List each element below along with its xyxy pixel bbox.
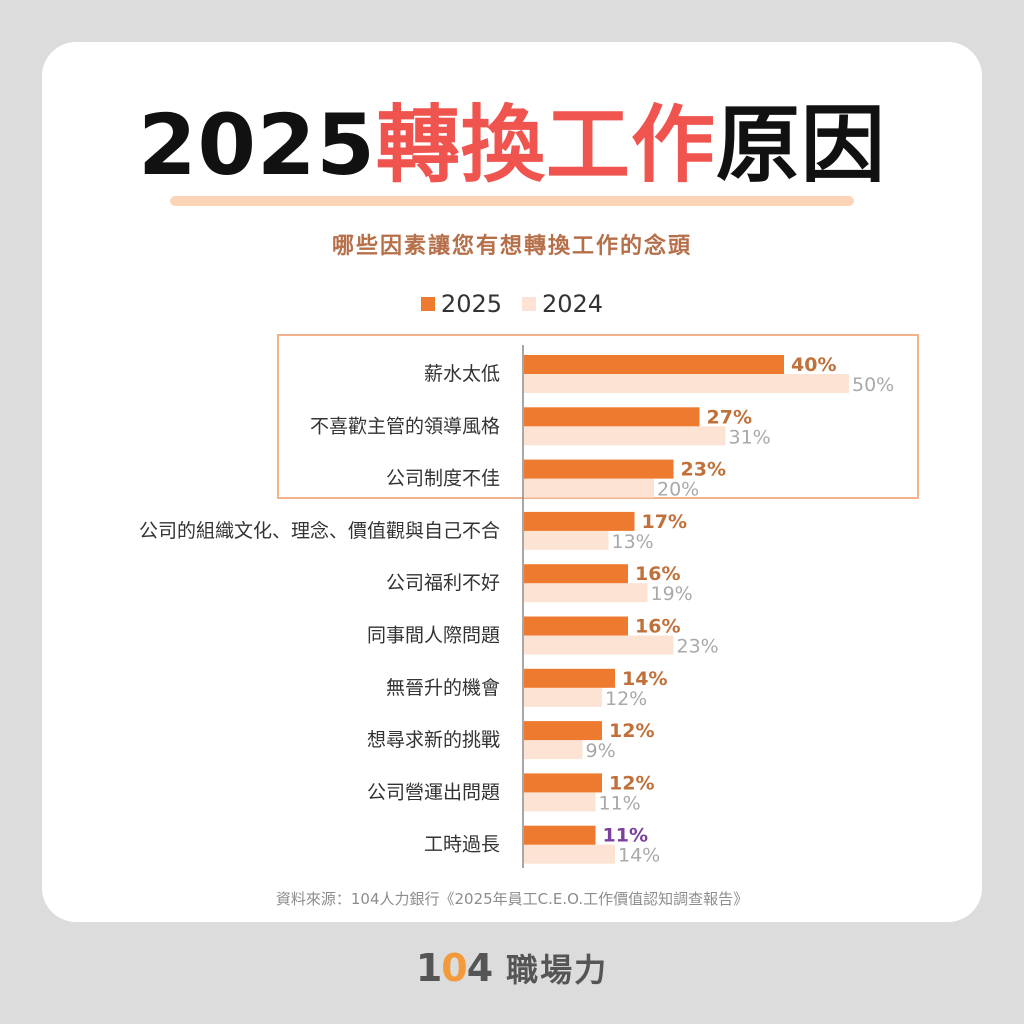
brand-digit-0: 0	[441, 946, 467, 990]
data-label-2025: 11%	[603, 825, 648, 847]
brand-number: 104	[415, 946, 493, 990]
legend-swatch-2025	[420, 297, 435, 311]
bar-2024	[524, 478, 654, 498]
data-label-2024: 13%	[612, 531, 654, 553]
chart-legend: 2025 2024	[0, 290, 1024, 318]
source-note: 資料來源：104人力銀行《2025年員工C.E.O.工作價值認知調查報告》	[275, 890, 749, 908]
legend-swatch-2024	[522, 297, 536, 311]
bar-2024	[524, 635, 674, 655]
bar-2024	[524, 583, 648, 603]
legend-item-2025: 2025	[420, 290, 502, 318]
data-label-2024: 19%	[651, 583, 693, 605]
data-label-2025: 23%	[681, 459, 726, 481]
brand-logo: 104 職場力	[0, 945, 1024, 991]
category-label: 公司營運出問題	[367, 781, 500, 803]
category-label: 公司福利不好	[386, 572, 500, 594]
data-label-2024: 50%	[852, 374, 894, 396]
data-label-2024: 14%	[618, 845, 660, 867]
legend-label-2025: 2025	[440, 290, 502, 318]
data-label-2025: 14%	[622, 668, 667, 690]
category-label: 想尋求新的挑戰	[367, 729, 500, 751]
bar-2025	[524, 825, 596, 845]
title-year: 2025	[138, 96, 376, 194]
data-label-2024: 11%	[599, 792, 641, 814]
bar-2024	[524, 844, 615, 864]
data-label-2024: 31%	[729, 426, 771, 448]
bar-2025	[524, 773, 602, 793]
bar-2025	[524, 459, 674, 479]
legend-label-2024: 2024	[542, 290, 604, 318]
bar-2025	[524, 564, 628, 584]
bar-2025	[524, 668, 615, 688]
content-card	[42, 42, 982, 922]
bar-2024	[524, 426, 726, 446]
bar-2025	[524, 407, 700, 427]
bar-2024	[524, 687, 602, 707]
data-label-2025: 16%	[635, 616, 680, 638]
title-underline	[170, 196, 854, 206]
title-highlight: 轉換工作	[375, 96, 716, 194]
title-rest: 原因	[715, 96, 886, 194]
bar-2025	[524, 511, 635, 531]
page-title: 2025轉換工作原因	[0, 95, 1024, 195]
data-label-2025: 27%	[707, 406, 752, 428]
data-label-2024: 12%	[605, 688, 647, 710]
category-label: 公司制度不佳	[386, 468, 500, 490]
brand-text: 職場力	[506, 951, 609, 989]
chart-subtitle: 哪些因素讓您有想轉換工作的念頭	[331, 234, 692, 259]
bar-2025	[524, 355, 784, 374]
bar-2024	[524, 740, 583, 760]
brand-digit-1: 1	[415, 946, 442, 990]
data-label-2025: 17%	[642, 511, 687, 533]
category-label: 同事間人際問題	[367, 625, 500, 647]
data-label-2024: 20%	[657, 479, 699, 501]
data-label-2025: 40%	[791, 354, 836, 376]
category-label: 不喜歡主管的領導風格	[310, 415, 500, 437]
data-label-2025: 12%	[609, 772, 654, 794]
category-label: 無晉升的機會	[386, 677, 500, 699]
category-label: 工時過長	[424, 834, 500, 856]
data-label-2024: 23%	[677, 636, 719, 658]
legend-item-2024: 2024	[522, 290, 603, 318]
bar-2025	[524, 721, 602, 741]
category-label: 薪水太低	[424, 363, 500, 385]
bar-2025	[524, 616, 628, 636]
data-label-2025: 16%	[635, 563, 680, 585]
top-three-highlight-box	[277, 334, 919, 499]
bar-2024	[524, 530, 609, 550]
data-label-2024: 9%	[586, 740, 616, 762]
category-label: 公司的組織文化、理念、價值觀與自己不合	[139, 519, 500, 542]
bar-2024	[524, 374, 849, 393]
brand-digit-4: 4	[466, 946, 493, 990]
data-label-2025: 12%	[609, 720, 654, 742]
bar-2024	[524, 792, 596, 812]
